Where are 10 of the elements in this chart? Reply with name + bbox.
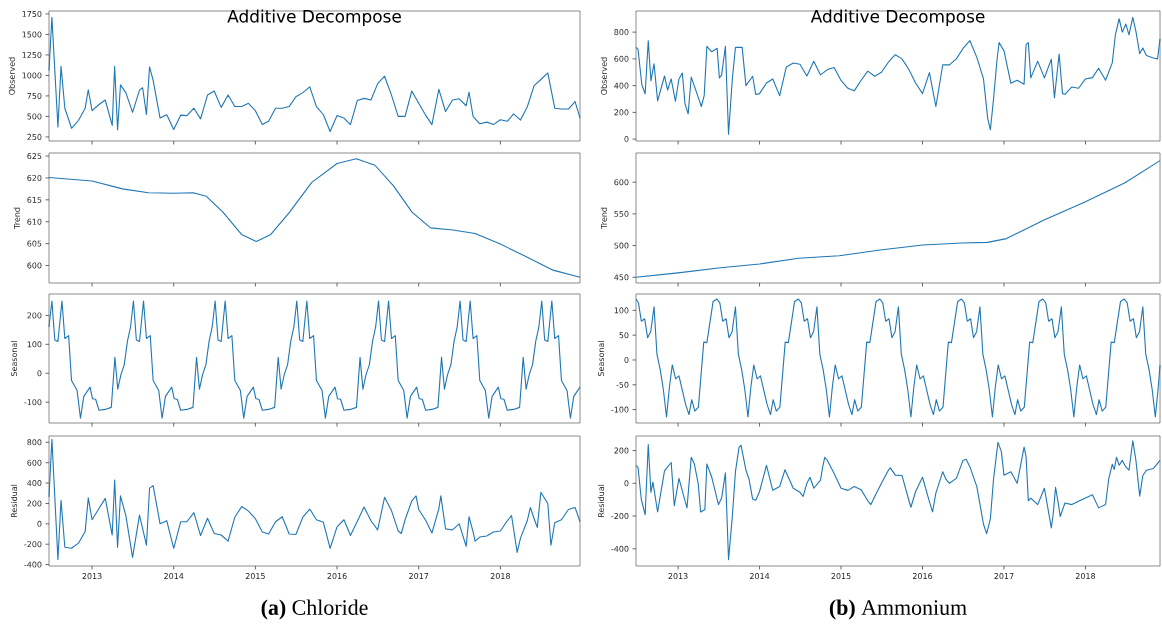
- text: (b) Ammonium: [829, 599, 967, 620]
- line-series: [48, 158, 581, 278]
- line-series: [635, 440, 1161, 561]
- chart-title: Additive Decompose: [810, 9, 985, 26]
- line-series: [635, 298, 1161, 418]
- line-series: [48, 438, 581, 561]
- chart-title: Additive Decompose: [227, 9, 401, 26]
- text: (a) Chloride: [261, 599, 368, 620]
- line-series: [635, 160, 1161, 278]
- line-series: [48, 300, 581, 419]
